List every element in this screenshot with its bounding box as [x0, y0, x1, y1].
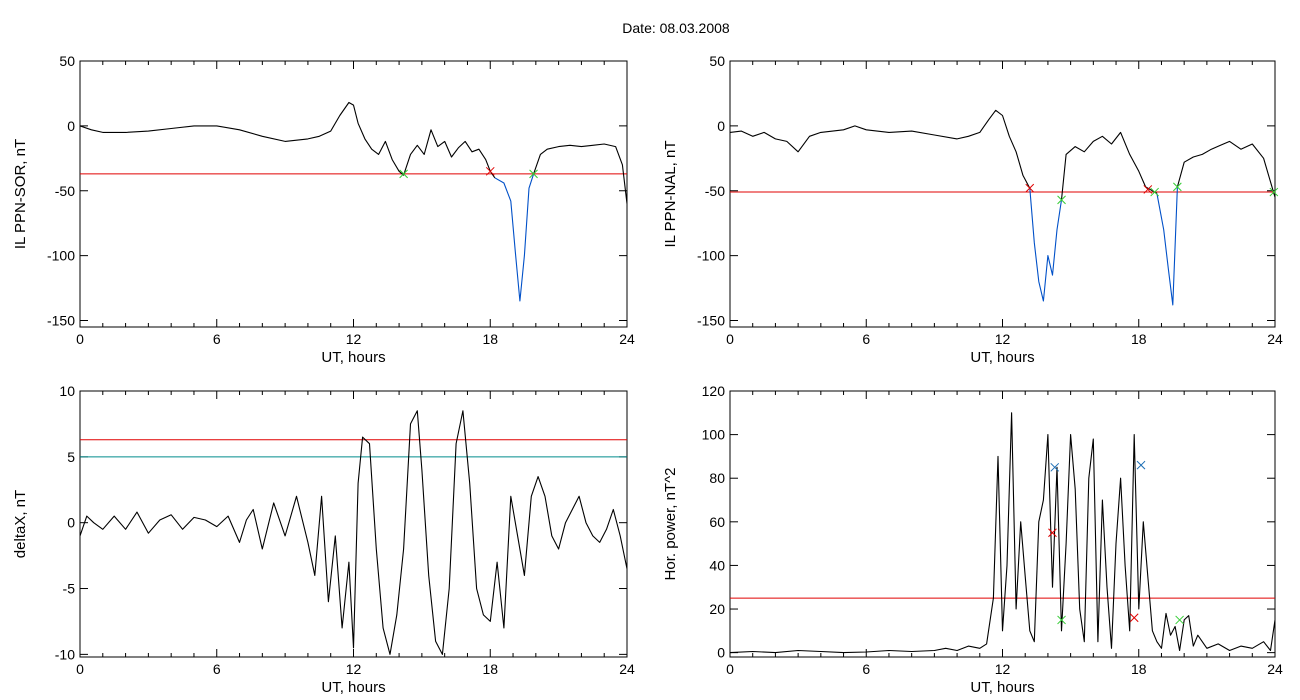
marker-x — [1175, 615, 1184, 625]
x-tick-label: 0 — [76, 661, 84, 677]
marker-stroke — [1057, 195, 1066, 205]
x-tick-label: 6 — [213, 661, 221, 677]
data-series — [80, 410, 627, 655]
data-series — [494, 173, 535, 302]
marker-x — [1173, 182, 1182, 192]
x-axis-title: UT, hours — [970, 349, 1034, 366]
y-tick-label: -150 — [697, 313, 725, 329]
marker-x — [485, 166, 495, 176]
chart-ppn-nal: 0 6 12 18 24 50 0 -50 -100 -150 UT, hours IL PPN-NA… — [662, 53, 1283, 366]
y-tick-label: 5 — [67, 449, 75, 465]
marker-stroke — [1269, 187, 1279, 197]
data-series — [1060, 131, 1158, 200]
x-tick-label: 12 — [995, 331, 1011, 347]
y-tick-label: 60 — [709, 514, 725, 530]
marker-stroke — [1129, 613, 1139, 623]
x-axis-title: UT, hours — [970, 679, 1034, 696]
y-tick-label: 10 — [59, 383, 75, 399]
x-tick-label: 12 — [346, 661, 362, 677]
y-axis-title: IL PPN-SOR, nT — [12, 139, 29, 249]
y-tick-label: 120 — [702, 383, 726, 399]
x-tick-label: 24 — [1267, 331, 1283, 347]
x-tick-label: 24 — [1267, 661, 1283, 677]
y-tick-label: 0 — [67, 515, 75, 531]
marker-stroke — [1175, 615, 1184, 625]
y-tick-label: -50 — [705, 183, 725, 199]
chart-hor-power: 0 6 12 18 24 120 100 80 60 40 20 0 UT, hours Hor. pow… — [662, 383, 1283, 696]
y-tick-label: 20 — [709, 601, 725, 617]
marker-x — [1136, 460, 1146, 470]
y-tick-label: -100 — [697, 248, 725, 264]
x-tick-label: 12 — [346, 331, 362, 347]
x-tick-label: 18 — [1131, 661, 1147, 677]
marker-x — [1150, 187, 1159, 197]
figure-title: Date: 08.03.2008 — [622, 20, 730, 36]
y-tick-label: -150 — [47, 313, 75, 329]
y-tick-label: 0 — [717, 118, 725, 134]
y-tick-label: -100 — [47, 248, 75, 264]
x-tick-label: 0 — [726, 331, 734, 347]
y-axis-title: Hor. power, nT^2 — [662, 468, 679, 581]
data-series — [1029, 188, 1063, 302]
marker-stroke — [1048, 528, 1057, 538]
x-axis-title: UT, hours — [321, 679, 385, 696]
data-series — [1176, 140, 1275, 198]
x-tick-label: 24 — [619, 331, 635, 347]
marker-x — [1057, 615, 1066, 625]
data-series — [730, 412, 1275, 654]
x-tick-label: 6 — [862, 661, 870, 677]
marker-x — [1050, 462, 1060, 472]
marker-x — [399, 169, 408, 179]
marker-x — [1129, 613, 1139, 623]
y-tick-label: 40 — [709, 557, 725, 573]
x-tick-label: 18 — [482, 331, 498, 347]
marker-x — [1269, 187, 1279, 197]
x-tick-label: 18 — [482, 661, 498, 677]
y-tick-label: -10 — [55, 646, 75, 662]
marker-x — [1048, 528, 1057, 538]
y-axis-title: IL PPN-NAL, nT — [662, 141, 679, 248]
y-tick-label: 100 — [702, 427, 726, 443]
x-axis-title: UT, hours — [321, 349, 385, 366]
x-tick-label: 0 — [726, 661, 734, 677]
x-tick-label: 18 — [1131, 331, 1147, 347]
y-tick-label: 50 — [59, 53, 75, 69]
chart-deltax: 0 6 12 18 24 10 5 0 -5 -10 UT, hours deltaX, nT — [12, 383, 635, 696]
plot-frame — [729, 60, 1276, 328]
data-series — [80, 101, 496, 179]
plot-frame — [79, 390, 628, 658]
marker-stroke — [1173, 182, 1182, 192]
data-series — [1156, 186, 1178, 306]
marker-x — [1057, 195, 1066, 205]
y-tick-label: 0 — [67, 118, 75, 134]
marker-x — [529, 169, 538, 179]
y-tick-label: 80 — [709, 470, 725, 486]
y-tick-label: 50 — [709, 53, 725, 69]
y-tick-label: 0 — [717, 645, 725, 661]
marker-x — [1143, 185, 1153, 194]
marker-stroke — [529, 169, 538, 179]
marker-stroke — [399, 169, 408, 179]
data-series — [730, 109, 1031, 189]
data-series — [533, 143, 627, 204]
y-axis-title: deltaX, nT — [12, 490, 29, 558]
marker-stroke — [485, 166, 495, 176]
x-tick-label: 12 — [995, 661, 1011, 677]
marker-stroke — [1150, 187, 1159, 197]
marker-x — [1025, 183, 1035, 193]
marker-stroke — [1143, 185, 1153, 194]
marker-stroke — [1025, 183, 1035, 193]
x-tick-label: 24 — [619, 661, 635, 677]
x-tick-label: 6 — [213, 331, 221, 347]
plot-frame — [79, 60, 628, 328]
x-tick-label: 0 — [76, 331, 84, 347]
y-tick-label: -50 — [55, 183, 75, 199]
marker-stroke — [1136, 460, 1146, 470]
chart-ppn-sor: 0 6 12 18 24 50 0 -50 -100 -150 UT, hours IL PPN-SO… — [12, 53, 635, 366]
y-tick-label: -5 — [63, 581, 76, 597]
x-tick-label: 6 — [862, 331, 870, 347]
marker-stroke — [1050, 462, 1060, 472]
marker-stroke — [1057, 615, 1066, 625]
